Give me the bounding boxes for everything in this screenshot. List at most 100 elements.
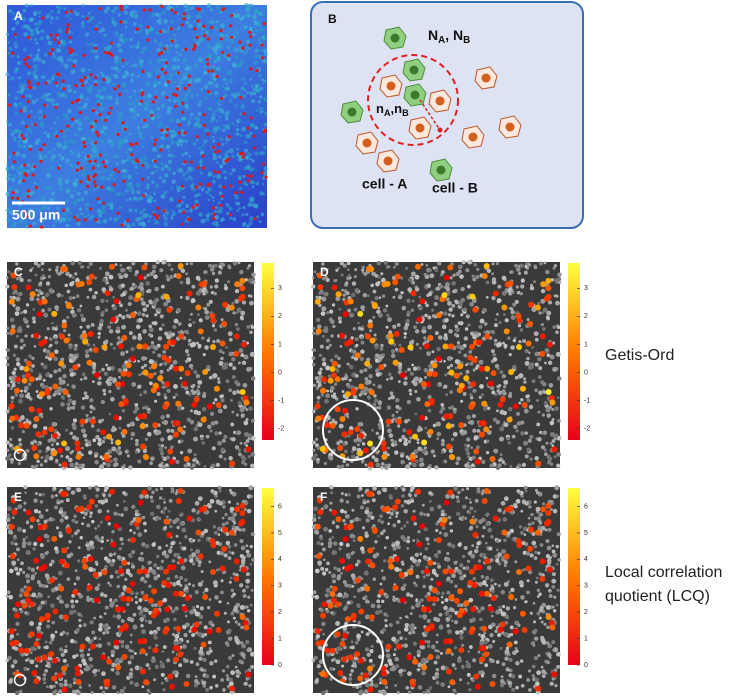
tissue-dot — [364, 463, 368, 467]
tissue-dot — [49, 165, 53, 169]
tissue-dot — [540, 445, 546, 450]
tissue-dot — [72, 418, 78, 423]
tissue-dot — [103, 392, 107, 396]
tissue-dot — [50, 443, 54, 447]
tissue-dot — [24, 220, 28, 224]
tissue-dot — [9, 437, 13, 441]
tissue-dot — [195, 92, 200, 97]
scored-cell — [354, 426, 361, 433]
tissue-dot — [69, 193, 75, 199]
red-cell — [23, 172, 27, 176]
tissue-dot — [37, 19, 43, 25]
tissue-dot — [238, 348, 244, 353]
tissue-dot — [167, 159, 173, 164]
tissue-dot — [35, 464, 39, 468]
red-cell — [165, 95, 169, 100]
tissue-dot — [58, 186, 64, 192]
tissue-dot — [151, 264, 157, 270]
tissue-dot — [355, 407, 359, 411]
scored-cell — [449, 454, 456, 461]
tissue-dot — [51, 620, 55, 625]
tissue-dot — [15, 20, 20, 25]
scored-cell — [163, 343, 170, 350]
tissue-dot — [29, 296, 35, 302]
tissue-dot — [55, 442, 60, 446]
tissue-dot — [332, 324, 336, 329]
tissue-dot — [46, 327, 50, 331]
red-cell — [180, 23, 184, 27]
tissue-dot — [227, 636, 233, 641]
tissue-dot — [166, 49, 171, 54]
tissue-dot — [92, 188, 96, 191]
tissue-dot — [450, 405, 455, 410]
tissue-dot — [512, 339, 516, 343]
scored-cell — [335, 291, 342, 298]
tissue-dot — [263, 79, 266, 83]
tissue-dot — [83, 376, 88, 381]
scored-cell — [228, 304, 235, 311]
tissue-dot — [246, 341, 250, 345]
tissue-dot — [77, 151, 81, 155]
tissue-dot — [138, 373, 142, 377]
tissue-dot — [100, 536, 105, 540]
tissue-dot — [9, 209, 14, 213]
tissue-dot — [420, 462, 425, 467]
tissue-dot — [392, 342, 397, 347]
tissue-dot — [547, 360, 553, 366]
tissue-dot — [253, 203, 258, 209]
tissue-dot — [154, 89, 158, 94]
scored-cell — [117, 343, 124, 350]
tissue-dot — [398, 365, 403, 370]
tissue-dot — [188, 363, 194, 369]
tissue-dot — [480, 393, 485, 397]
tissue-dot — [16, 558, 20, 562]
tissue-dot — [69, 372, 75, 377]
colorbar-tick-label: 1 — [584, 341, 588, 348]
tissue-dot — [28, 94, 33, 99]
tissue-dot — [138, 63, 143, 68]
tissue-dot — [170, 138, 174, 142]
tissue-dot — [250, 325, 255, 329]
tissue-dot — [30, 567, 36, 573]
tissue-dot — [364, 376, 369, 381]
scored-cell — [184, 370, 191, 377]
tissue-dot — [498, 458, 502, 462]
tissue-dot — [218, 454, 223, 459]
tissue-dot — [503, 385, 507, 389]
tissue-dot — [187, 120, 192, 124]
tissue-dot — [129, 185, 134, 189]
tissue-dot — [200, 31, 204, 36]
red-cell — [26, 99, 31, 104]
tissue-dot — [37, 510, 42, 514]
tissue-dot — [138, 598, 143, 603]
tissue-dot — [55, 325, 59, 328]
scored-cell — [406, 429, 413, 436]
tissue-dot — [258, 220, 262, 224]
tissue-dot — [432, 454, 436, 458]
tissue-dot — [239, 441, 243, 445]
tissue-dot — [38, 109, 43, 114]
red-cell — [83, 75, 87, 80]
scored-cell — [424, 401, 431, 408]
tissue-dot — [543, 448, 547, 452]
tissue-dot — [137, 131, 143, 137]
tissue-dot — [83, 190, 89, 195]
red-cell — [141, 69, 145, 74]
tissue-dot — [455, 461, 459, 466]
scored-cell — [457, 363, 464, 370]
tissue-dot — [228, 388, 233, 393]
tissue-dot — [460, 313, 464, 317]
tissue-dot — [529, 457, 533, 461]
tissue-dot — [86, 42, 91, 47]
tissue-dot — [64, 179, 70, 184]
scored-cell — [143, 454, 150, 461]
red-cell — [91, 108, 95, 113]
tissue-dot — [344, 449, 348, 454]
scored-cell — [51, 310, 58, 317]
tissue-dot — [111, 530, 115, 534]
tissue-dot — [367, 396, 371, 400]
tissue-dot — [81, 265, 85, 269]
tissue-dot — [159, 363, 162, 367]
tissue-dot — [327, 374, 332, 378]
red-cell — [22, 179, 26, 183]
